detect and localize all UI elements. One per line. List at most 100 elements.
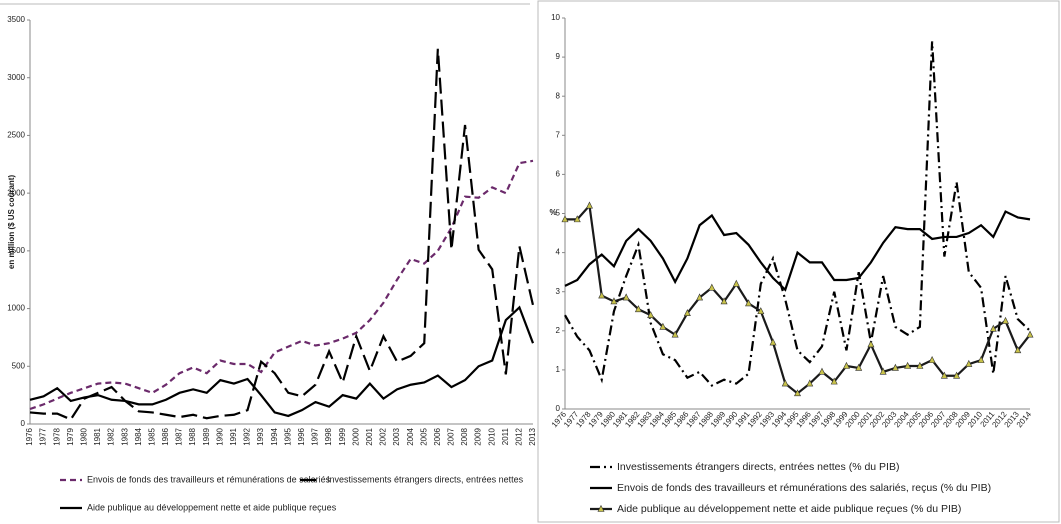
x-tick-label: 1977	[39, 427, 48, 445]
x-tick-label: 2000	[351, 427, 360, 445]
x-tick-label: 1992	[243, 427, 252, 445]
x-tick-label: 1987	[175, 427, 184, 445]
x-tick-label: 2006	[433, 427, 442, 445]
x-tick-label: 1981	[93, 427, 102, 445]
x-tick-label: 1983	[120, 427, 129, 445]
panel-frame	[537, 0, 1060, 523]
x-tick-label: 1998	[324, 427, 333, 445]
marker	[1026, 330, 1034, 338]
marker	[769, 338, 777, 346]
marker	[1002, 316, 1010, 324]
y-tick-label: 7	[556, 130, 561, 139]
x-tick-label: 1994	[270, 427, 279, 445]
marker	[573, 215, 581, 223]
marker	[561, 215, 569, 223]
marker	[745, 299, 753, 307]
marker	[659, 322, 667, 330]
series-line	[564, 210, 1031, 292]
x-tick-label: 2007	[447, 427, 456, 445]
x-tick-label: 1976	[25, 427, 34, 445]
y-tick-label: 5	[556, 209, 561, 218]
x-tick-label: 1989	[202, 427, 211, 445]
legend-label: Aide publique au développement nette et …	[87, 502, 337, 512]
y-tick-label: 1500	[7, 246, 25, 255]
marker	[953, 371, 961, 379]
x-tick-label: 1982	[107, 427, 116, 445]
x-tick-label: 1979	[66, 427, 75, 445]
x-tick-label: 1999	[338, 427, 347, 445]
x-tick-label: 1991	[229, 427, 238, 445]
legend-label: Envois de fonds des travailleurs et rému…	[87, 474, 331, 484]
y-axis-label: %	[549, 208, 556, 217]
marker	[598, 291, 606, 299]
y-tick-label: 2500	[7, 131, 25, 140]
y-tick-label: 500	[12, 361, 26, 370]
y-tick-label: 2	[556, 326, 561, 335]
x-tick-label: 2013	[528, 427, 537, 445]
series-line	[29, 48, 535, 421]
x-tick-label: 1984	[134, 427, 143, 445]
legend-label: Investissements étrangers directs, entré…	[327, 474, 524, 484]
marker	[855, 363, 863, 371]
marker	[806, 379, 814, 387]
marker	[830, 377, 838, 385]
x-tick-label: 1990	[215, 427, 224, 445]
y-tick-label: 4	[556, 248, 561, 257]
x-tick-label: 1988	[188, 427, 197, 445]
marker	[757, 307, 765, 315]
x-tick-label: 2002	[379, 427, 388, 445]
x-tick-label: 2012	[515, 427, 524, 445]
marker	[683, 309, 691, 317]
marker	[977, 355, 985, 363]
x-tick-label: 2010	[487, 427, 496, 445]
legend-label: Envois de fonds des travailleurs et rému…	[617, 482, 991, 494]
y-axis-label: en million ($ US courant)	[7, 175, 16, 270]
marker	[928, 355, 936, 363]
legend-marker	[597, 504, 605, 512]
y-tick-label: 3500	[7, 15, 25, 24]
marker	[940, 371, 948, 379]
x-tick-label: 1985	[147, 427, 156, 445]
x-tick-label: 1980	[79, 427, 88, 445]
y-tick-label: 8	[556, 91, 561, 100]
marker	[842, 361, 850, 369]
marker	[634, 305, 642, 313]
marker	[671, 330, 679, 338]
marker	[585, 201, 593, 209]
marker	[867, 340, 875, 348]
x-tick-label: 2004	[406, 427, 415, 445]
x-tick-label: 1996	[297, 427, 306, 445]
x-tick-label: 1986	[161, 427, 170, 445]
marker	[708, 283, 716, 291]
marker	[794, 389, 801, 397]
y-tick-label: 3000	[7, 73, 25, 82]
x-tick-label: 1978	[52, 427, 61, 445]
x-tick-label: 2003	[392, 427, 401, 445]
marker	[904, 361, 912, 369]
marker	[781, 379, 789, 387]
marker	[818, 367, 826, 375]
y-tick-label: 3	[556, 287, 561, 296]
marker	[647, 310, 655, 318]
x-tick-label: 1997	[311, 427, 320, 445]
y-tick-label: 0	[21, 419, 26, 428]
y-tick-label: 1000	[7, 304, 25, 313]
marker	[891, 363, 899, 371]
x-tick-label: 2008	[460, 427, 469, 445]
marker	[696, 293, 704, 301]
marker	[879, 367, 887, 375]
marker	[989, 324, 997, 332]
marker	[720, 297, 728, 305]
x-tick-label: 2001	[365, 427, 374, 445]
legend-label: Investissements étrangers directs, entré…	[617, 461, 899, 473]
series-line	[29, 305, 535, 418]
y-tick-label: 9	[556, 52, 561, 61]
y-tick-label: 1	[556, 365, 561, 374]
x-tick-label: 2005	[419, 427, 428, 445]
marker	[1014, 346, 1022, 354]
x-tick-label: 2014	[1015, 409, 1034, 429]
x-tick-label: 2009	[474, 427, 483, 445]
legend-label: Aide publique au développement nette et …	[617, 503, 961, 515]
marker	[965, 359, 973, 367]
